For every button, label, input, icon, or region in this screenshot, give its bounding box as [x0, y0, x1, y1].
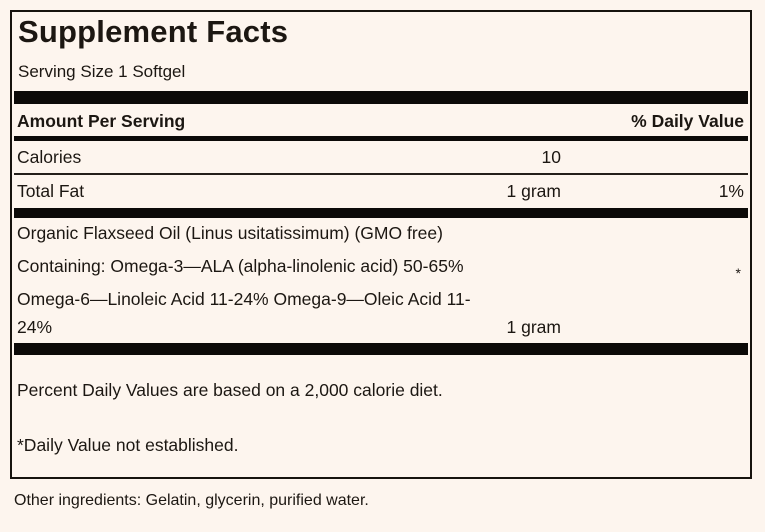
- nutrient-amount: 10: [541, 147, 561, 167]
- serving-size-text: Serving Size 1 Softgel: [18, 62, 186, 81]
- other-ingredients-text: Other ingredients: Gelatin, glycerin, pu…: [14, 492, 369, 509]
- amount-per-serving-header: Amount Per Serving: [17, 111, 186, 131]
- ingredient-description-line: 24%: [17, 317, 53, 337]
- nutrient-name: Calories: [17, 147, 82, 167]
- thick-rule-bottom: [14, 343, 748, 355]
- thick-rule-middle: [14, 208, 748, 218]
- daily-value-header: % Daily Value: [631, 111, 744, 131]
- panel-title: Supplement Facts: [18, 14, 289, 49]
- medium-rule-under-header: [14, 136, 748, 141]
- ingredient-description-line: Containing: Omega-3—ALA (alpha-linolenic…: [17, 256, 464, 276]
- hairline-rule: [14, 173, 748, 175]
- nutrient-amount: 1 gram: [506, 181, 561, 201]
- footnote-calorie-diet: Percent Daily Values are based on a 2,00…: [17, 380, 443, 400]
- nutrient-daily-value: 1%: [718, 181, 744, 201]
- daily-value-asterisk: *: [735, 265, 741, 281]
- ingredient-description-line: Omega-6—Linoleic Acid 11-24% Omega-9—Ole…: [17, 289, 471, 309]
- supplement-facts-panel: Supplement Facts Serving Size 1 Softgel …: [10, 10, 752, 479]
- nutrient-name: Total Fat: [17, 181, 85, 201]
- footnote-daily-value-not-established: *Daily Value not established.: [17, 435, 239, 455]
- thick-rule-top: [14, 91, 748, 104]
- ingredient-description-line: Organic Flaxseed Oil (Linus usitatissimu…: [17, 223, 443, 243]
- ingredient-amount: 1 gram: [506, 317, 561, 337]
